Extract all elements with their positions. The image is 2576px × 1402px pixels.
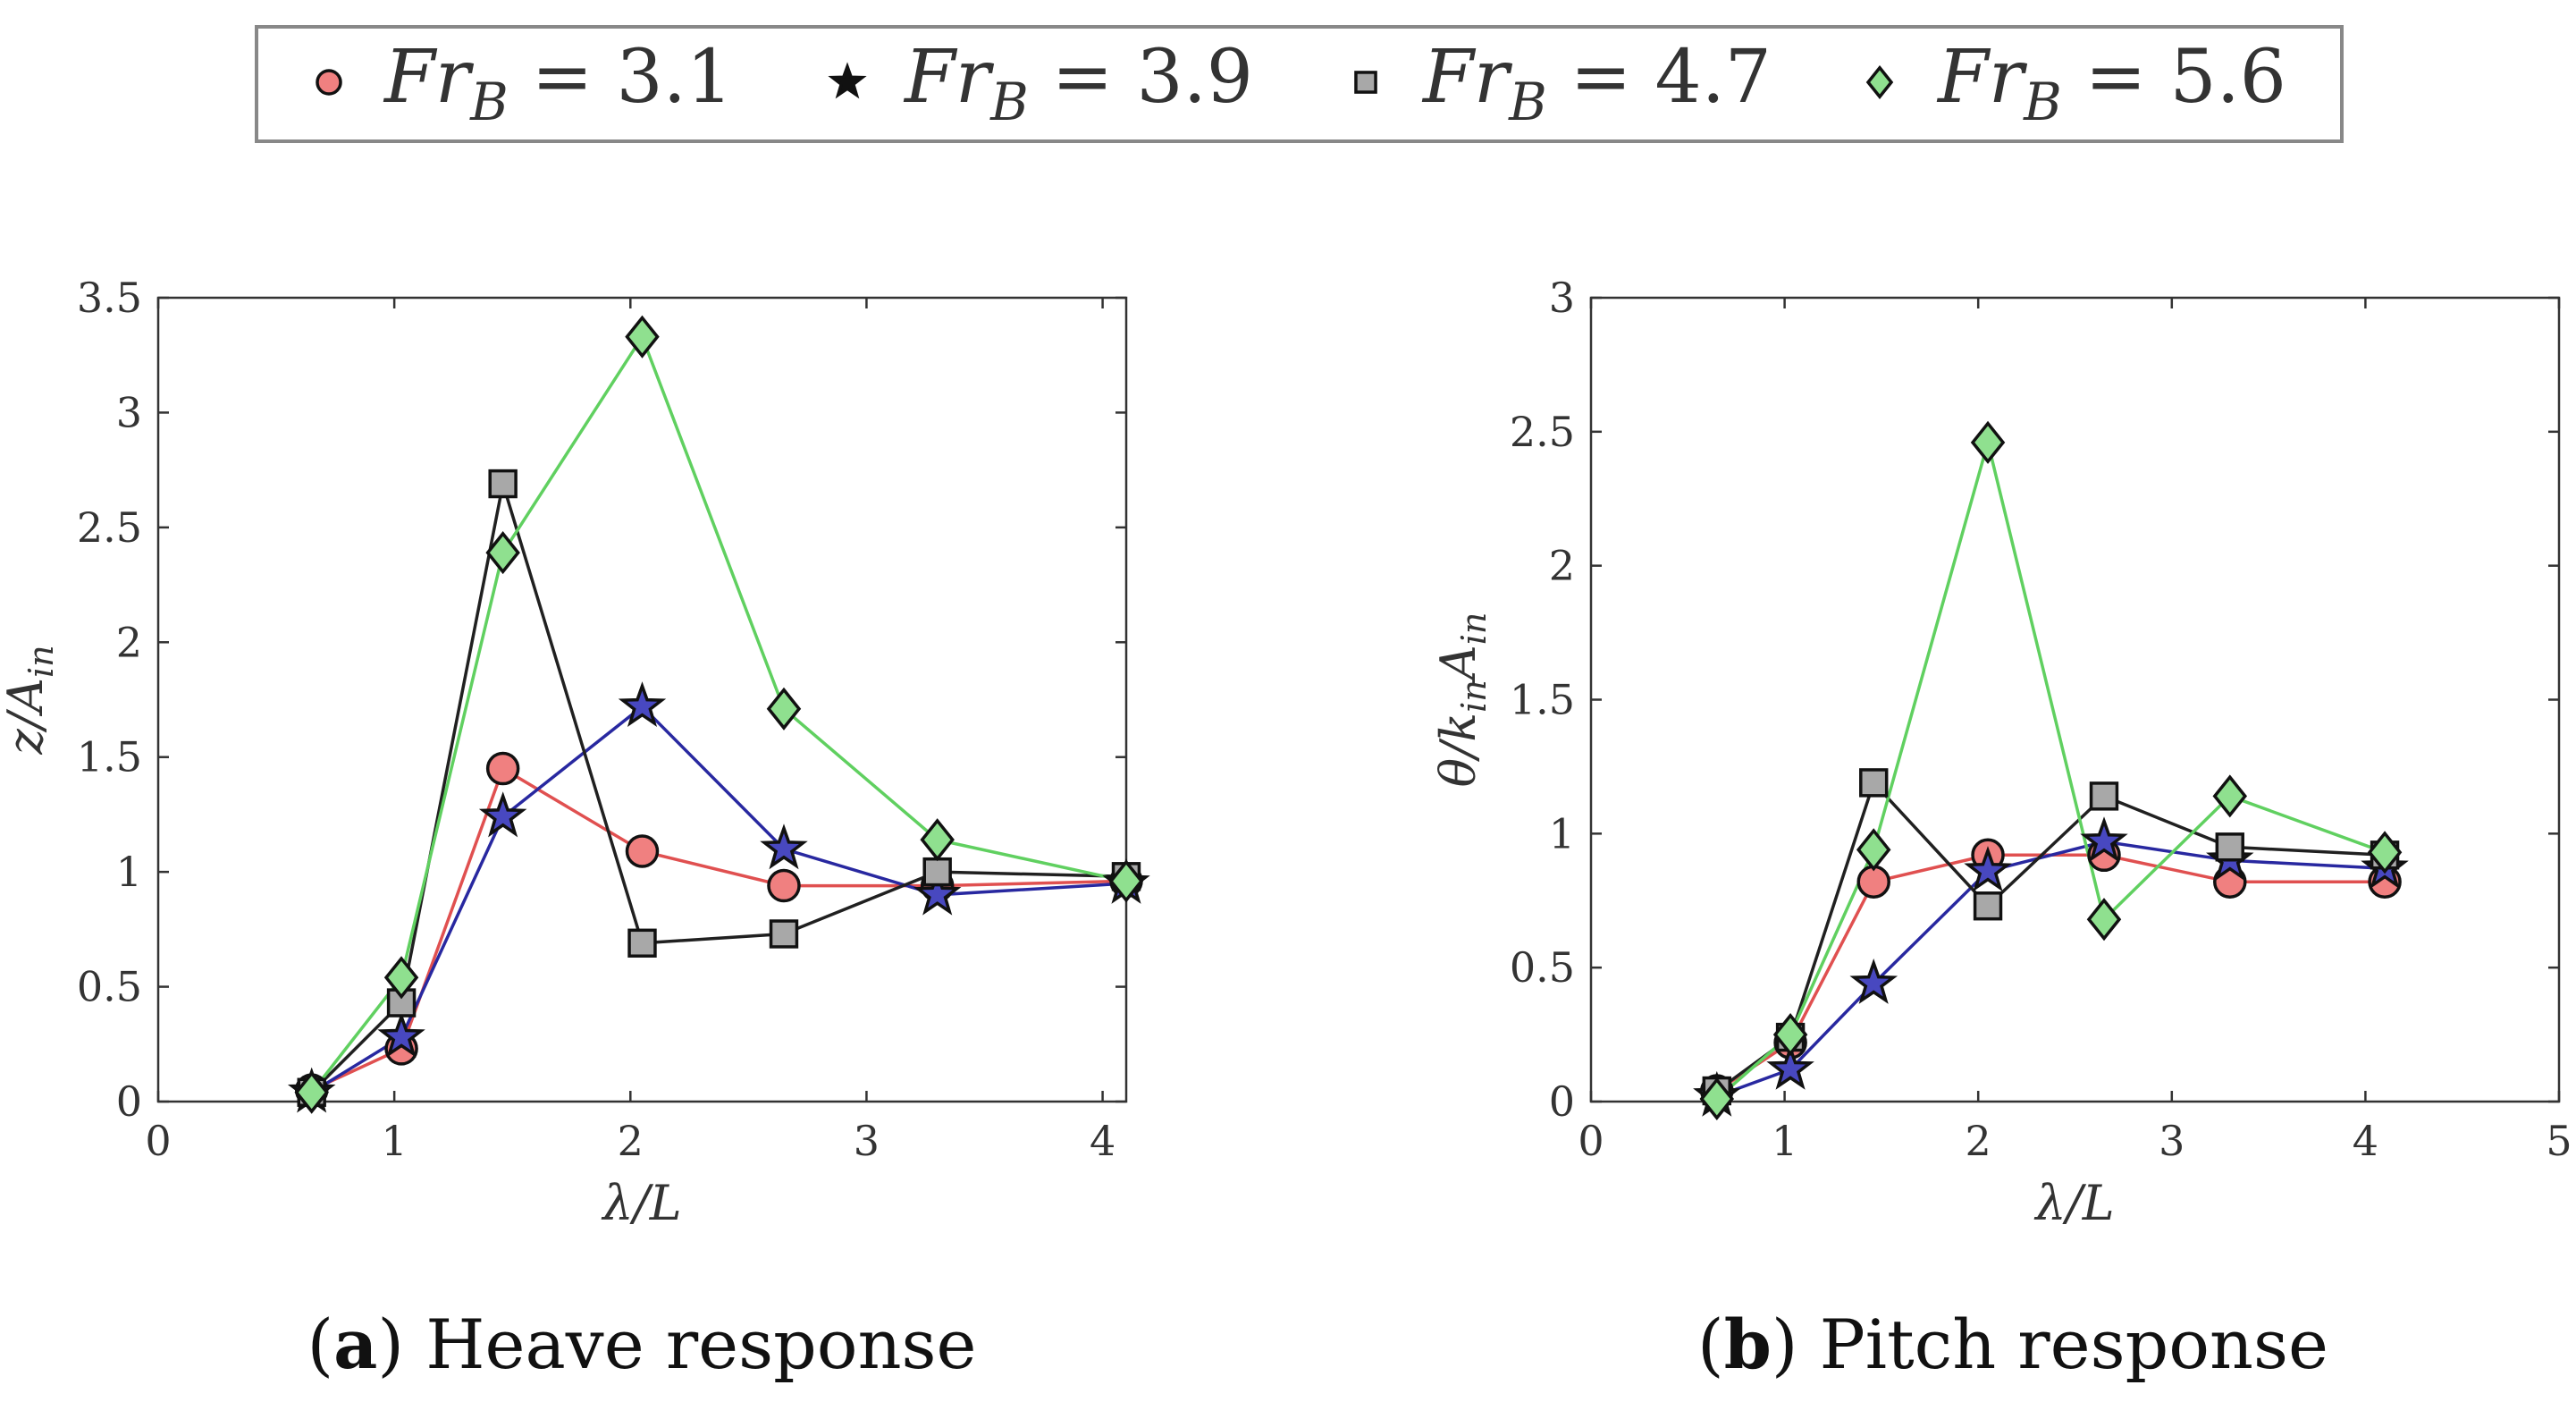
- x-axis-label: λ/L: [601, 1175, 681, 1231]
- y-tick-label: 2.5: [1510, 408, 1575, 456]
- data-point-square: [922, 857, 952, 887]
- data-point-star: [1766, 1043, 1814, 1090]
- captions: (a) Heave response (b) Pitch response: [307, 1305, 2328, 1384]
- data-point-square: [769, 919, 799, 949]
- x-tick-label: 0: [145, 1117, 171, 1165]
- legend-marker-diamond: [1865, 64, 1894, 100]
- x-tick-label: 0: [1578, 1117, 1604, 1165]
- data-point-diamond: [2367, 831, 2403, 874]
- series-points-diamond: [1699, 420, 2403, 1121]
- data-point-diamond: [1772, 1013, 1808, 1057]
- x-tick-label: 3: [2159, 1117, 2185, 1165]
- legend-label: FrB = 4.7: [1421, 35, 1772, 132]
- legend-entry: FrB = 5.6: [1865, 35, 2286, 132]
- data-point-diamond: [294, 1070, 329, 1114]
- data-point-square: [2215, 832, 2244, 862]
- legend: FrB = 3.1 FrB = 3.9 FrB = 4.7 FrB = 5.6: [255, 25, 2344, 143]
- data-point-diamond: [1970, 420, 2006, 464]
- y-tick-label: 1: [1549, 809, 1575, 857]
- data-point-square: [627, 928, 657, 958]
- y-tick-label: 3.5: [77, 274, 142, 322]
- legend-box: [255, 25, 2344, 143]
- data-point-diamond: [2212, 774, 2248, 818]
- y-tick-label: 2: [1549, 542, 1575, 590]
- data-point-square: [488, 469, 518, 499]
- data-point-diamond: [1108, 859, 1144, 903]
- figure-caption: (a) Heave response: [307, 1305, 977, 1384]
- y-axis-label: z/Ain: [0, 645, 61, 755]
- x-tick-label: 5: [2546, 1117, 2572, 1165]
- pitch-response-chart: 0 1 2 3 4 5 0 0.5 1 1.5 2 2.5 3 λ/L θ/kinAin: [1430, 274, 2572, 1231]
- heave-response-chart: 0 1 2 3 4 0 0.5 1 1.5 2 2.5 3 3.5 λ/L z/Ain: [0, 274, 1150, 1231]
- data-point-circle: [1856, 865, 1890, 899]
- x-tick-label: 1: [382, 1117, 408, 1165]
- data-point-star: [377, 1011, 425, 1058]
- y-tick-label: 3: [1549, 274, 1575, 322]
- plot-area: [1589, 296, 2561, 1103]
- data-point-circle: [625, 834, 660, 868]
- data-point-star: [913, 869, 962, 916]
- legend-label: FrB = 3.1: [383, 35, 733, 132]
- x-tick-label: 1: [1772, 1117, 1797, 1165]
- data-point-square: [1859, 768, 1889, 798]
- data-point-star: [478, 791, 527, 838]
- data-point-square: [1973, 891, 2003, 921]
- y-axis-label: θ/kinAin: [1430, 612, 1494, 788]
- data-point-diamond: [625, 315, 660, 359]
- data-point-diamond: [2086, 898, 2122, 942]
- y-tick-label: 1.5: [77, 733, 142, 781]
- y-tick-label: 0.5: [1510, 943, 1575, 992]
- legend-entry: FrB = 4.7: [1354, 35, 1772, 132]
- legend-entry: FrB = 3.1: [316, 35, 733, 132]
- figure-caption: (b) Pitch response: [1697, 1305, 2328, 1384]
- data-point-diamond: [383, 956, 419, 1000]
- y-tick-label: 2: [116, 618, 142, 666]
- y-tick-label: 2.5: [77, 503, 142, 552]
- data-point-diamond: [766, 687, 802, 731]
- y-tick-label: 0: [1549, 1077, 1575, 1126]
- x-tick-label: 3: [854, 1117, 880, 1165]
- data-point-diamond: [1856, 828, 1891, 872]
- legend-label: FrB = 3.9: [903, 35, 1253, 132]
- data-point-square: [2089, 781, 2119, 811]
- x-axis-label: λ/L: [2033, 1175, 2114, 1231]
- data-point-circle: [485, 751, 520, 786]
- x-tick-label: 2: [1966, 1117, 1991, 1165]
- y-tick-label: 0: [116, 1077, 142, 1126]
- y-tick-label: 1.5: [1510, 676, 1575, 724]
- data-point-star: [618, 681, 667, 727]
- legend-marker-star: [828, 62, 867, 99]
- data-point-diamond: [920, 818, 955, 862]
- series-points-diamond: [294, 315, 1144, 1114]
- data-point-star: [2080, 816, 2128, 863]
- legend-marker-circle: [316, 69, 342, 96]
- x-tick-label: 4: [1090, 1117, 1115, 1165]
- legend-marker-square: [1354, 71, 1377, 94]
- y-tick-label: 1: [116, 848, 142, 896]
- legend-entry: FrB = 3.9: [828, 35, 1253, 132]
- data-point-star: [1849, 958, 1898, 1004]
- x-tick-label: 4: [2353, 1117, 2378, 1165]
- data-point-diamond: [1699, 1077, 1735, 1121]
- data-point-diamond: [485, 531, 520, 575]
- y-tick-label: 0.5: [77, 963, 142, 1011]
- data-point-star: [1964, 846, 2012, 892]
- legend-label: FrB = 5.6: [1936, 35, 2286, 132]
- data-point-circle: [767, 868, 801, 903]
- x-tick-label: 2: [618, 1117, 644, 1165]
- y-tick-label: 3: [116, 388, 142, 436]
- data-point-star: [760, 823, 808, 870]
